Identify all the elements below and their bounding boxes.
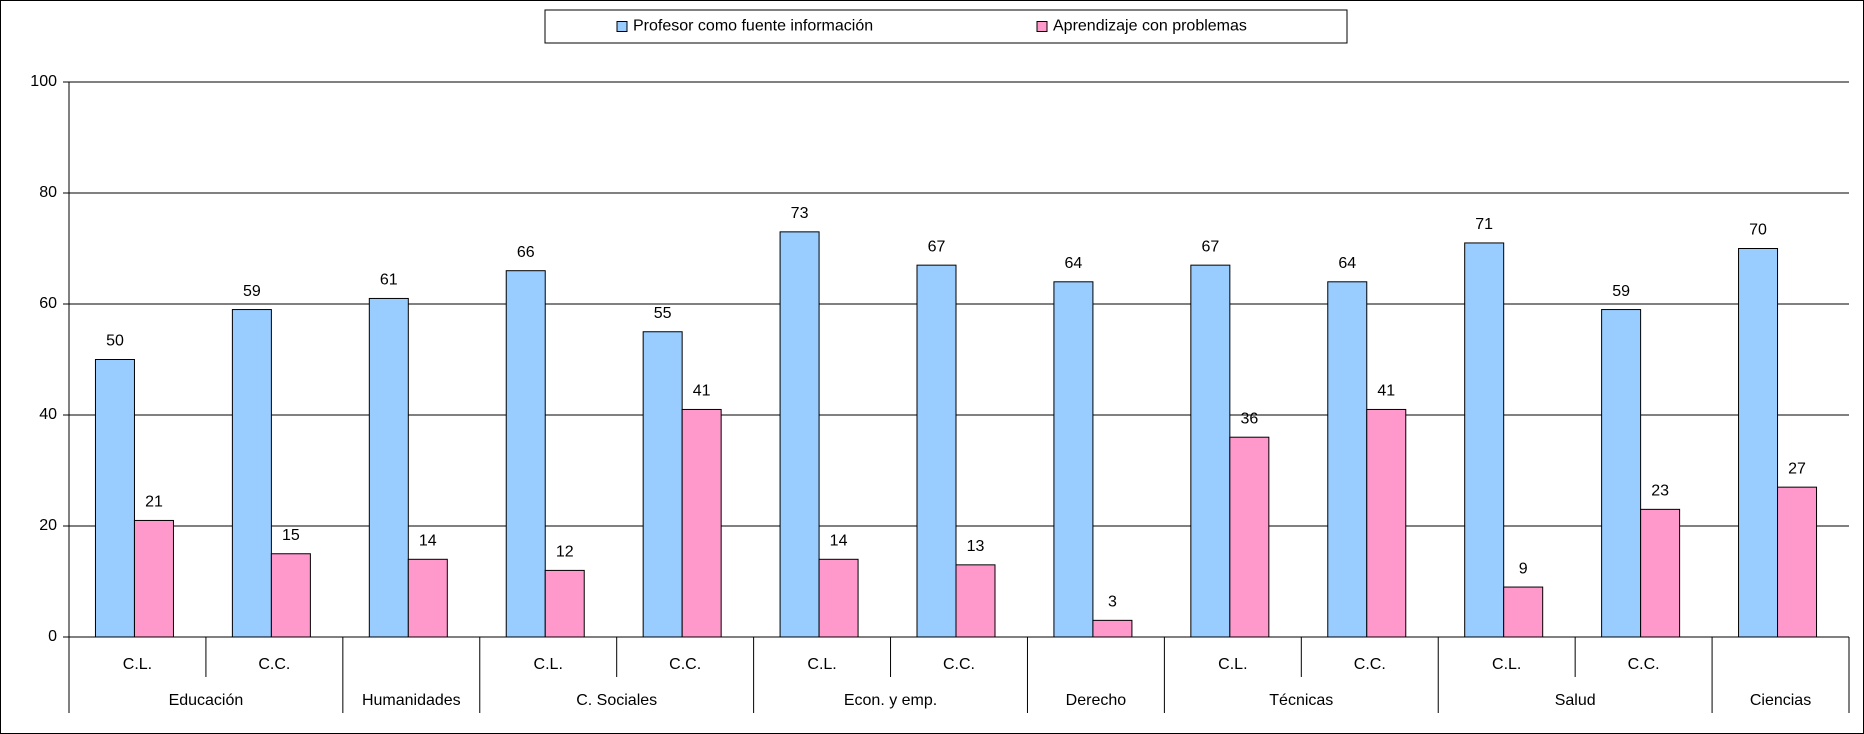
data-label: 64 bbox=[1065, 255, 1083, 272]
x-tick-label: C.C. bbox=[1354, 656, 1386, 673]
x-tick-label: C.L. bbox=[1492, 656, 1521, 673]
legend-box bbox=[544, 9, 1348, 44]
data-label: 67 bbox=[1201, 238, 1219, 255]
data-label: 59 bbox=[243, 283, 261, 300]
x-tick-label: C.L. bbox=[1218, 656, 1247, 673]
bar bbox=[133, 519, 174, 638]
data-label: 59 bbox=[1612, 283, 1630, 300]
bar bbox=[818, 558, 859, 638]
data-label: 36 bbox=[1240, 410, 1258, 427]
group-label: Humanidades bbox=[362, 692, 461, 709]
bar bbox=[642, 331, 683, 638]
group-label: Técnicas bbox=[1269, 692, 1333, 709]
data-label: 9 bbox=[1519, 560, 1528, 577]
bar bbox=[1190, 264, 1231, 638]
group-label: Salud bbox=[1555, 692, 1596, 709]
data-label: 12 bbox=[556, 544, 574, 561]
bar bbox=[94, 359, 135, 638]
x-tick-label: C.C. bbox=[943, 656, 975, 673]
bar bbox=[1464, 242, 1505, 638]
y-tick-label: 0 bbox=[48, 628, 57, 645]
bar bbox=[1366, 408, 1407, 638]
data-label: 3 bbox=[1108, 594, 1117, 611]
bar bbox=[231, 309, 272, 638]
bar bbox=[1601, 309, 1642, 638]
y-tick-label: 100 bbox=[30, 73, 57, 90]
group-label: C. Sociales bbox=[576, 692, 657, 709]
x-tick-label: C.C. bbox=[258, 656, 290, 673]
group-label: Derecho bbox=[1066, 692, 1127, 709]
data-label: 27 bbox=[1788, 460, 1806, 477]
data-label: 61 bbox=[380, 272, 398, 289]
y-tick-label: 80 bbox=[39, 184, 57, 201]
bar bbox=[1640, 508, 1681, 638]
group-label: Ciencias bbox=[1750, 692, 1811, 709]
data-label: 66 bbox=[517, 244, 535, 261]
data-label: 50 bbox=[106, 333, 124, 350]
data-label: 71 bbox=[1475, 216, 1493, 233]
legend-label: Profesor como fuente información bbox=[633, 18, 873, 35]
data-label: 13 bbox=[967, 538, 985, 555]
data-label: 23 bbox=[1651, 483, 1669, 500]
bar bbox=[1053, 281, 1094, 638]
bar bbox=[505, 270, 546, 638]
bar bbox=[955, 564, 996, 638]
data-label: 14 bbox=[830, 533, 848, 550]
bar bbox=[1327, 281, 1368, 638]
data-label: 41 bbox=[1377, 383, 1395, 400]
legend-swatch bbox=[616, 21, 628, 32]
bar bbox=[681, 408, 722, 638]
y-tick-label: 60 bbox=[39, 295, 57, 312]
bar bbox=[544, 569, 585, 638]
data-label: 21 bbox=[145, 494, 163, 511]
bar bbox=[1229, 436, 1270, 638]
bar bbox=[1777, 486, 1818, 638]
y-tick-label: 20 bbox=[39, 517, 57, 534]
bar bbox=[368, 297, 409, 638]
y-tick-label: 40 bbox=[39, 406, 57, 423]
bar bbox=[916, 264, 957, 638]
data-label: 64 bbox=[1338, 255, 1356, 272]
x-tick-label: C.L. bbox=[807, 656, 836, 673]
bar bbox=[270, 553, 311, 638]
legend-swatch bbox=[1036, 21, 1048, 32]
data-label: 15 bbox=[282, 527, 300, 544]
data-label: 70 bbox=[1749, 222, 1767, 239]
x-tick-label: C.C. bbox=[669, 656, 701, 673]
group-label: Educación bbox=[169, 692, 244, 709]
x-tick-label: C.L. bbox=[123, 656, 152, 673]
data-label: 73 bbox=[791, 205, 809, 222]
data-label: 41 bbox=[693, 383, 711, 400]
data-label: 67 bbox=[928, 238, 946, 255]
bar bbox=[1738, 248, 1779, 638]
group-label: Econ. y emp. bbox=[844, 692, 937, 709]
x-tick-label: C.L. bbox=[534, 656, 563, 673]
bar bbox=[1092, 619, 1133, 638]
x-tick-label: C.C. bbox=[1628, 656, 1660, 673]
data-label: 14 bbox=[419, 533, 437, 550]
bar bbox=[407, 558, 448, 638]
legend-label: Aprendizaje con problemas bbox=[1053, 18, 1247, 35]
data-label: 55 bbox=[654, 305, 672, 322]
bar bbox=[779, 231, 820, 638]
bar bbox=[1503, 586, 1544, 638]
